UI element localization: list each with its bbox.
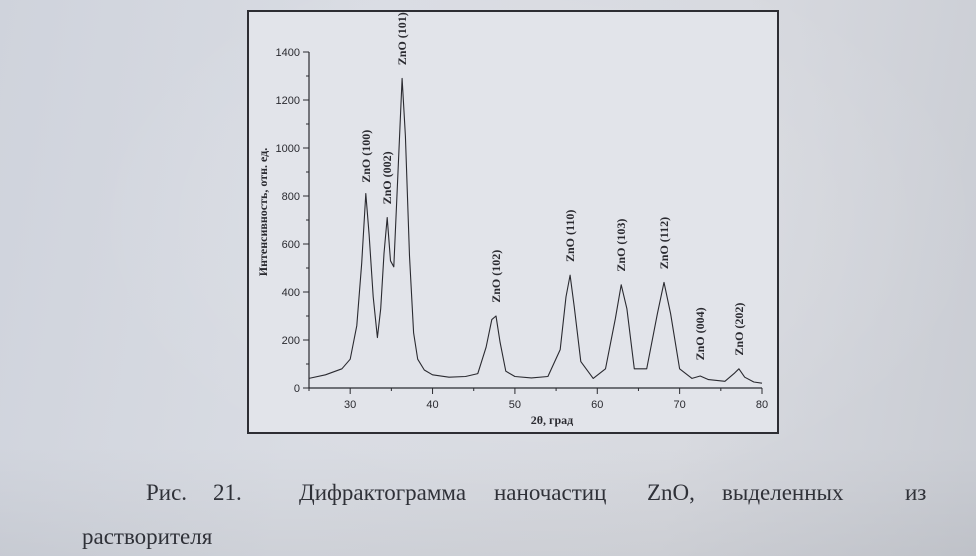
x-tick-label: 80 bbox=[756, 399, 768, 411]
peak-label: ZnO (112) bbox=[657, 217, 671, 269]
x-axis-label: 2θ, град bbox=[531, 413, 573, 427]
peak-label: ZnO (202) bbox=[732, 303, 746, 356]
caption-word: наночастиц bbox=[494, 480, 607, 505]
x-tick-label: 70 bbox=[674, 399, 686, 411]
diffraction-curve bbox=[308, 77, 763, 384]
y-tick-label: 800 bbox=[282, 191, 300, 203]
y-tick-label: 1000 bbox=[276, 143, 300, 155]
peak-label: ZnO (110) bbox=[563, 210, 577, 262]
caption-line2: растворителя bbox=[82, 524, 213, 549]
y-tick-label: 1200 bbox=[276, 95, 300, 107]
y-tick-label: 1400 bbox=[276, 47, 300, 59]
x-tick-label: 60 bbox=[591, 399, 603, 411]
caption-word: из bbox=[905, 480, 927, 505]
x-tick-label: 40 bbox=[426, 399, 438, 411]
peak-label: ZnO (101) bbox=[395, 12, 409, 65]
y-axis-label: Интенсивность, отн. ед. bbox=[256, 148, 270, 276]
peak-annotations: ZnO (100) ZnO (002) ZnO (101) ZnO (102) ZnO … bbox=[359, 12, 746, 360]
y-tick-label: 400 bbox=[282, 287, 300, 299]
caption-word: ZnO, bbox=[647, 480, 695, 505]
caption-fig-label: Рис. bbox=[146, 480, 188, 505]
caption-fig-number: 21. bbox=[213, 480, 242, 505]
peak-label: ZnO (004) bbox=[693, 307, 707, 360]
chart-frame: 30 40 50 60 70 80 0 200 400 600 800 1000 1200 1400 Zn… bbox=[247, 10, 779, 434]
y-tick-label: 0 bbox=[294, 383, 300, 395]
peak-label: ZnO (002) bbox=[380, 151, 394, 204]
peak-label: ZnO (102) bbox=[489, 250, 503, 303]
figure-caption-continued: растворителя bbox=[82, 524, 942, 550]
y-tick-label: 600 bbox=[282, 239, 300, 251]
caption-word: выделенных bbox=[722, 480, 844, 505]
caption-word: Дифрактограмма bbox=[299, 480, 467, 505]
x-tick-label: 30 bbox=[344, 399, 356, 411]
x-tick-label: 50 bbox=[509, 399, 521, 411]
series bbox=[308, 77, 763, 384]
peak-label: ZnO (100) bbox=[359, 130, 373, 183]
peak-label: ZnO (103) bbox=[614, 219, 628, 272]
y-tick-label: 200 bbox=[282, 335, 300, 347]
